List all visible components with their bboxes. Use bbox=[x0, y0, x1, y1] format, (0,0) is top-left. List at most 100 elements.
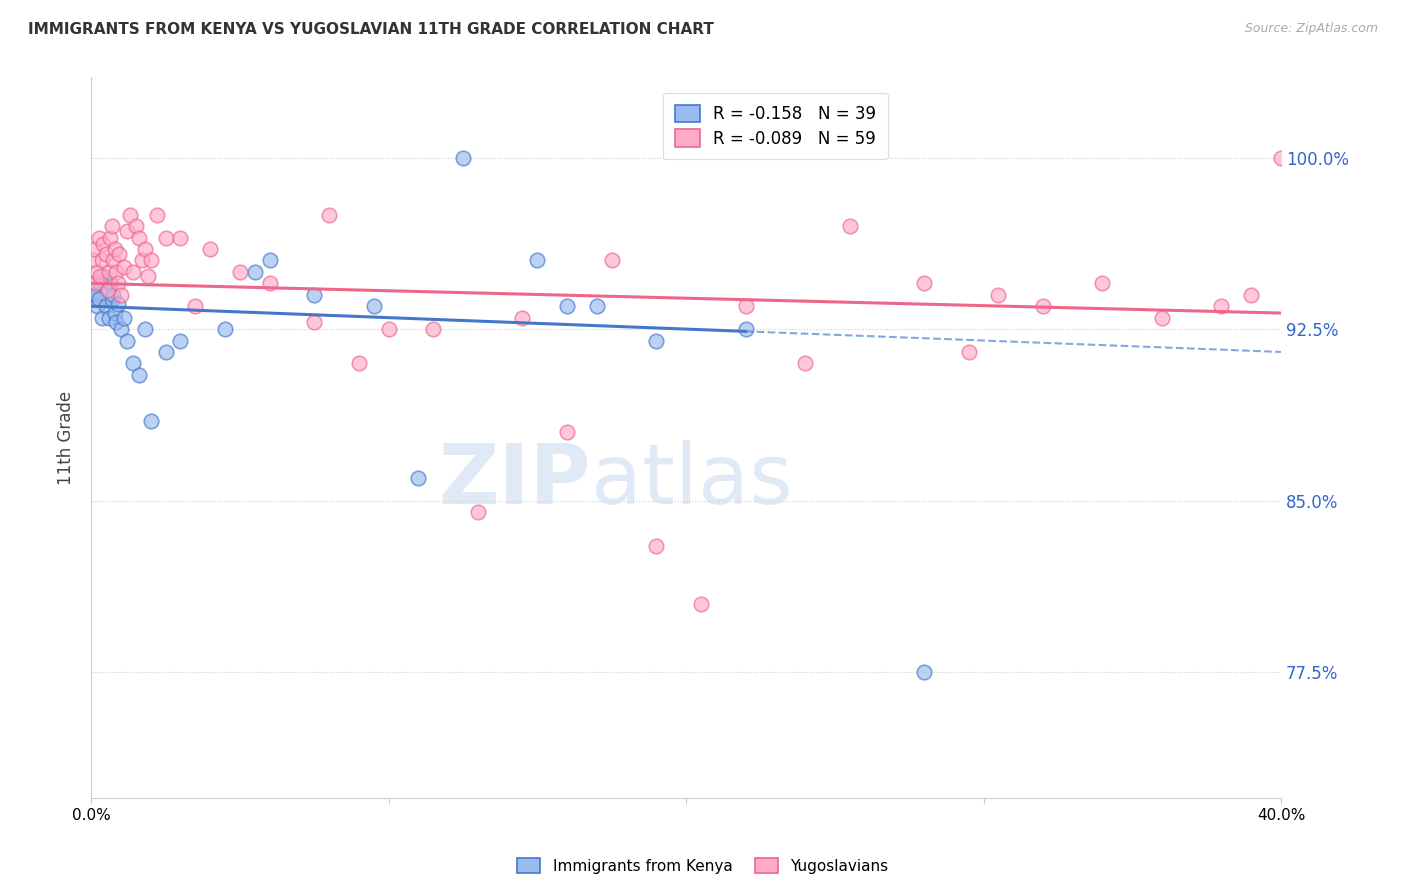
Point bbox=[128, 368, 150, 382]
Point bbox=[526, 253, 548, 268]
Text: atlas: atlas bbox=[591, 441, 793, 522]
Text: ZIP: ZIP bbox=[439, 441, 591, 522]
Point bbox=[121, 356, 143, 370]
Point bbox=[128, 230, 150, 244]
Point bbox=[555, 425, 578, 439]
Text: IMMIGRANTS FROM KENYA VS YUGOSLAVIAN 11TH GRADE CORRELATION CHART: IMMIGRANTS FROM KENYA VS YUGOSLAVIAN 11T… bbox=[28, 22, 714, 37]
Point bbox=[104, 242, 127, 256]
Point bbox=[377, 322, 399, 336]
Point bbox=[107, 297, 129, 311]
Point bbox=[229, 265, 252, 279]
Text: Source: ZipAtlas.com: Source: ZipAtlas.com bbox=[1244, 22, 1378, 36]
Point bbox=[243, 265, 266, 279]
Point bbox=[94, 299, 117, 313]
Point bbox=[347, 356, 370, 370]
Point bbox=[169, 334, 191, 348]
Point bbox=[115, 334, 138, 348]
Point bbox=[912, 665, 935, 680]
Point bbox=[139, 253, 162, 268]
Point bbox=[794, 356, 817, 370]
Point bbox=[121, 265, 143, 279]
Point bbox=[1240, 287, 1263, 301]
Point bbox=[363, 299, 385, 313]
Point bbox=[957, 345, 980, 359]
Point bbox=[83, 293, 105, 307]
Point bbox=[112, 310, 135, 325]
Point bbox=[467, 505, 489, 519]
Point bbox=[82, 283, 104, 297]
Point bbox=[125, 219, 148, 234]
Point bbox=[198, 242, 221, 256]
Point bbox=[98, 265, 121, 279]
Point bbox=[84, 277, 107, 291]
Point bbox=[112, 260, 135, 275]
Point bbox=[259, 253, 281, 268]
Point bbox=[136, 269, 159, 284]
Point bbox=[987, 287, 1010, 301]
Point bbox=[734, 322, 756, 336]
Point bbox=[100, 277, 122, 291]
Point bbox=[451, 151, 474, 165]
Point bbox=[89, 277, 111, 291]
Point bbox=[104, 306, 127, 320]
Point bbox=[169, 230, 191, 244]
Point bbox=[214, 322, 236, 336]
Point bbox=[600, 253, 623, 268]
Point bbox=[259, 277, 281, 291]
Legend: Immigrants from Kenya, Yugoslavians: Immigrants from Kenya, Yugoslavians bbox=[512, 852, 894, 880]
Point bbox=[131, 253, 153, 268]
Point bbox=[83, 242, 105, 256]
Point bbox=[302, 315, 325, 329]
Point bbox=[1270, 151, 1292, 165]
Point bbox=[302, 287, 325, 301]
Point bbox=[90, 253, 112, 268]
Point bbox=[103, 287, 125, 301]
Point bbox=[734, 299, 756, 313]
Point bbox=[98, 310, 121, 325]
Point bbox=[100, 230, 122, 244]
Point bbox=[107, 277, 129, 291]
Point bbox=[101, 219, 124, 234]
Point bbox=[118, 208, 141, 222]
Point bbox=[101, 293, 124, 307]
Point bbox=[155, 345, 177, 359]
Point bbox=[90, 310, 112, 325]
Point bbox=[108, 246, 131, 260]
Point bbox=[86, 299, 108, 313]
Point bbox=[103, 253, 125, 268]
Point bbox=[115, 224, 138, 238]
Point bbox=[645, 334, 668, 348]
Point bbox=[585, 299, 607, 313]
Point bbox=[422, 322, 444, 336]
Point bbox=[645, 540, 668, 554]
Point bbox=[134, 242, 156, 256]
Point bbox=[110, 322, 132, 336]
Point bbox=[89, 269, 111, 284]
Point bbox=[91, 237, 114, 252]
Point bbox=[1091, 277, 1114, 291]
Point bbox=[1211, 299, 1233, 313]
Point bbox=[555, 299, 578, 313]
Point bbox=[139, 414, 162, 428]
Point bbox=[1150, 310, 1173, 325]
Point bbox=[96, 283, 118, 297]
Point bbox=[690, 597, 713, 611]
Point bbox=[94, 246, 117, 260]
Point bbox=[86, 265, 108, 279]
Point bbox=[110, 287, 132, 301]
Point bbox=[82, 253, 104, 268]
Point bbox=[912, 277, 935, 291]
Point bbox=[318, 208, 340, 222]
Point bbox=[184, 299, 207, 313]
Y-axis label: 11th Grade: 11th Grade bbox=[58, 391, 75, 485]
Point bbox=[1032, 299, 1054, 313]
Point bbox=[155, 230, 177, 244]
Point bbox=[87, 293, 110, 307]
Legend: R = -0.158   N = 39, R = -0.089   N = 59: R = -0.158 N = 39, R = -0.089 N = 59 bbox=[664, 93, 887, 160]
Point bbox=[96, 283, 118, 297]
Point bbox=[105, 265, 128, 279]
Point bbox=[105, 315, 128, 329]
Point bbox=[91, 269, 114, 284]
Point bbox=[145, 208, 167, 222]
Point bbox=[408, 471, 430, 485]
